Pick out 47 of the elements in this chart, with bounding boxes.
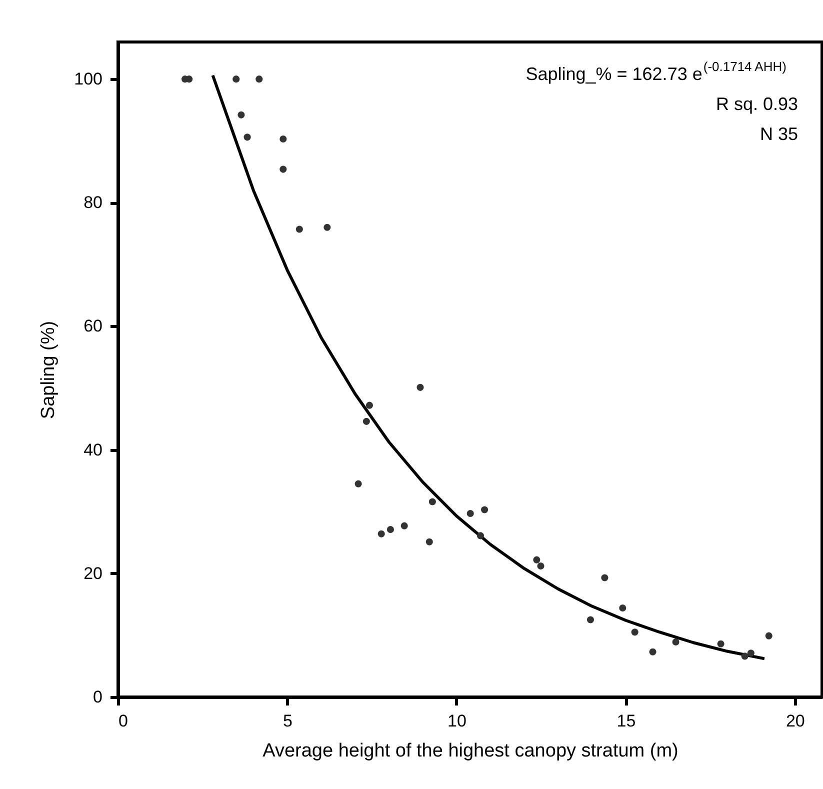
x-axis-title: Average height of the highest canopy stratum (m) (262, 740, 678, 762)
point (232, 76, 240, 83)
point (717, 640, 724, 648)
y-tick-label: 100 (74, 70, 102, 89)
point (280, 166, 287, 173)
point (533, 556, 540, 564)
point (280, 135, 287, 143)
point (481, 506, 488, 514)
y-tick-label: 80 (84, 193, 102, 212)
point (747, 650, 754, 657)
y-tick-label: 0 (93, 688, 102, 706)
x-tick-label: 20 (786, 712, 805, 730)
point (354, 480, 362, 488)
point (649, 648, 656, 656)
annotation: R sq. 0.93 (716, 94, 798, 114)
point (428, 498, 436, 506)
y-tick-label: 40 (84, 440, 102, 460)
point (631, 628, 638, 636)
point (601, 574, 608, 582)
point (366, 402, 374, 409)
point (238, 111, 245, 118)
point (537, 562, 544, 570)
y-tick-label: 60 (84, 316, 102, 336)
y-tick-label: 20 (84, 564, 102, 583)
point (619, 604, 626, 612)
point (466, 510, 474, 518)
point (765, 632, 772, 640)
point (296, 226, 303, 233)
point (244, 134, 251, 141)
point (362, 418, 370, 425)
point (400, 522, 408, 530)
x-tick-label: 10 (448, 712, 466, 730)
point (586, 616, 594, 624)
annotation: N 35 (760, 124, 798, 144)
point (324, 224, 331, 231)
y-axis-title: Sapling (%) (38, 320, 60, 420)
x-tick-label: 5 (282, 712, 292, 730)
point (741, 652, 748, 660)
point (416, 384, 424, 391)
point (426, 538, 433, 546)
x-tick-label: 15 (616, 712, 636, 730)
point (672, 638, 680, 646)
point (476, 532, 484, 540)
x-tick-label: 0 (118, 712, 128, 730)
point (386, 526, 394, 534)
point (378, 530, 385, 538)
point (256, 76, 263, 83)
